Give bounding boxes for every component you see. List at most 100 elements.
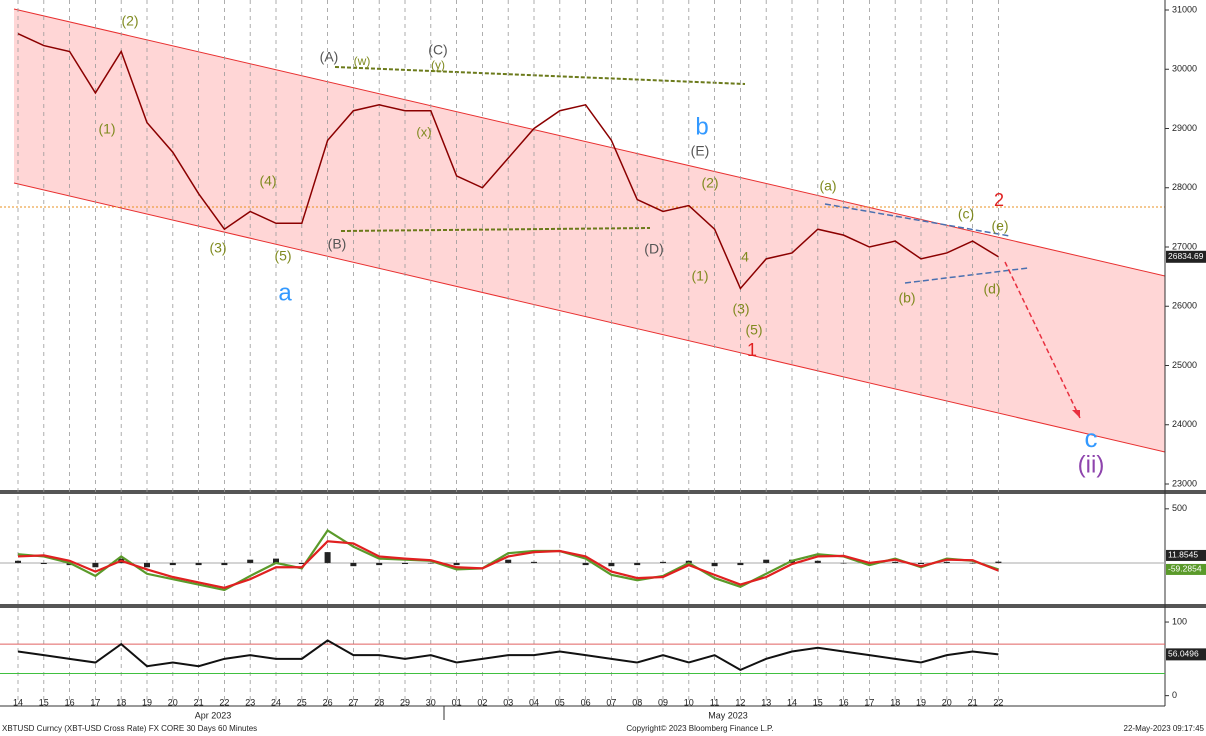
x-tick-label: 15	[813, 697, 823, 707]
x-tick-label: 20	[168, 697, 178, 707]
wave-label: (E)	[691, 143, 710, 159]
x-tick-label: 28	[374, 697, 384, 707]
value-box	[1166, 648, 1206, 661]
x-tick-label: 25	[297, 697, 307, 707]
histogram-bar	[943, 561, 950, 563]
wave-label: (A)	[320, 49, 339, 65]
wave-label: (2)	[121, 13, 138, 29]
x-tick-label: 30	[426, 697, 436, 707]
wave-label: (1)	[691, 268, 708, 284]
histogram-bar	[169, 562, 176, 566]
x-tick-label: 01	[452, 697, 462, 707]
x-tick-label: 15	[39, 697, 49, 707]
wave-label: (b)	[898, 290, 915, 306]
histogram-bar	[634, 562, 641, 566]
histogram-bar	[298, 562, 305, 565]
x-tick-label: 21	[194, 697, 204, 707]
histogram-bar	[247, 559, 254, 563]
trend-line	[340, 227, 651, 232]
histogram-bar	[144, 562, 150, 568]
histogram-bar	[324, 552, 331, 563]
wave-label: (1)	[98, 121, 115, 137]
histogram-bar	[582, 562, 589, 566]
x-tick-label: 16	[839, 697, 849, 707]
y-tick-label: 24000	[1172, 419, 1197, 429]
y-tick-label: 27000	[1172, 241, 1197, 251]
y-tick-label: 23000	[1172, 478, 1197, 488]
histogram-bar	[608, 562, 615, 567]
x-tick-label: 22	[219, 697, 229, 707]
x-tick-label: 06	[581, 697, 591, 707]
histogram-bar	[40, 562, 47, 565]
histogram-bar	[427, 562, 434, 564]
x-tick-label: 14	[13, 697, 23, 707]
x-tick-label: 05	[555, 697, 565, 707]
wave-label: (4)	[259, 173, 276, 189]
value-box	[1166, 563, 1206, 575]
last-price-label: 26834.69	[1168, 251, 1204, 261]
x-tick-label: 19	[142, 697, 152, 707]
histogram-bar	[376, 562, 383, 566]
wave-label: (5)	[274, 248, 291, 264]
oscillator-line	[17, 540, 999, 589]
histogram-bar	[892, 561, 899, 563]
x-tick-label: 12	[735, 697, 745, 707]
wave-label: (B)	[328, 236, 347, 252]
wave-label: (5)	[745, 322, 762, 338]
wave-label: 4	[741, 249, 749, 265]
histogram-bar	[814, 560, 821, 563]
histogram-bar	[918, 562, 924, 565]
histogram-bar	[92, 562, 99, 568]
wave-label: (e)	[991, 218, 1008, 234]
footer-center: Copyright© 2023 Bloomberg Finance L.P.	[626, 724, 773, 733]
x-tick-label: 02	[477, 697, 487, 707]
x-tick-label: 03	[503, 697, 513, 707]
x-tick-label: 17	[864, 697, 874, 707]
x-tick-label: 16	[65, 697, 75, 707]
trend-line	[334, 66, 746, 85]
y-tick-label: 0	[1172, 690, 1177, 700]
x-tick-label: 17	[90, 697, 100, 707]
wave-label: (3)	[209, 240, 226, 256]
x-tick-label: 19	[916, 697, 926, 707]
value-box	[1166, 549, 1206, 561]
x-tick-label: 24	[271, 697, 281, 707]
wave-label: (y)	[431, 58, 445, 72]
footer-right: 22-May-2023 09:17:45	[1124, 724, 1205, 733]
channel-upper	[13, 8, 1166, 277]
x-tick-label: 04	[529, 697, 539, 707]
histogram-bar	[273, 558, 279, 563]
x-tick-label: 29	[400, 697, 410, 707]
x-tick-label: 18	[890, 697, 900, 707]
value-label: 56.0496	[1168, 649, 1199, 659]
histogram-bar	[453, 562, 460, 566]
y-tick-label: 26000	[1172, 301, 1197, 311]
histogram-bar	[969, 562, 976, 564]
value-label: -59.2854	[1168, 564, 1202, 574]
channel-lower	[13, 182, 1166, 453]
y-tick-label: 29000	[1172, 123, 1197, 133]
wave-label: (a)	[819, 178, 836, 194]
wave-label: 1	[747, 340, 757, 360]
x-tick-label: 27	[348, 697, 358, 707]
histogram-bar	[505, 559, 512, 563]
histogram-bar	[195, 562, 202, 566]
y-tick-label: 100	[1172, 616, 1187, 626]
y-tick-label: 500	[1172, 503, 1187, 513]
arrow-head	[1072, 410, 1080, 418]
x-tick-label: 10	[684, 697, 694, 707]
histogram-bar	[15, 560, 21, 563]
wave-label: 2	[994, 190, 1004, 210]
y-tick-label: 31000	[1172, 4, 1197, 14]
y-tick-label: 25000	[1172, 360, 1197, 370]
histogram-bar	[737, 562, 744, 566]
x-tick-label: 14	[787, 697, 797, 707]
histogram-bar	[660, 561, 666, 563]
wave-label: (c)	[958, 206, 974, 222]
wave-label: (C)	[428, 42, 447, 58]
x-tick-label: 23	[245, 697, 255, 707]
histogram-bar	[221, 562, 228, 566]
footer-left: XBTUSD Curncy (XBT-USD Cross Rate) FX CO…	[2, 724, 257, 733]
